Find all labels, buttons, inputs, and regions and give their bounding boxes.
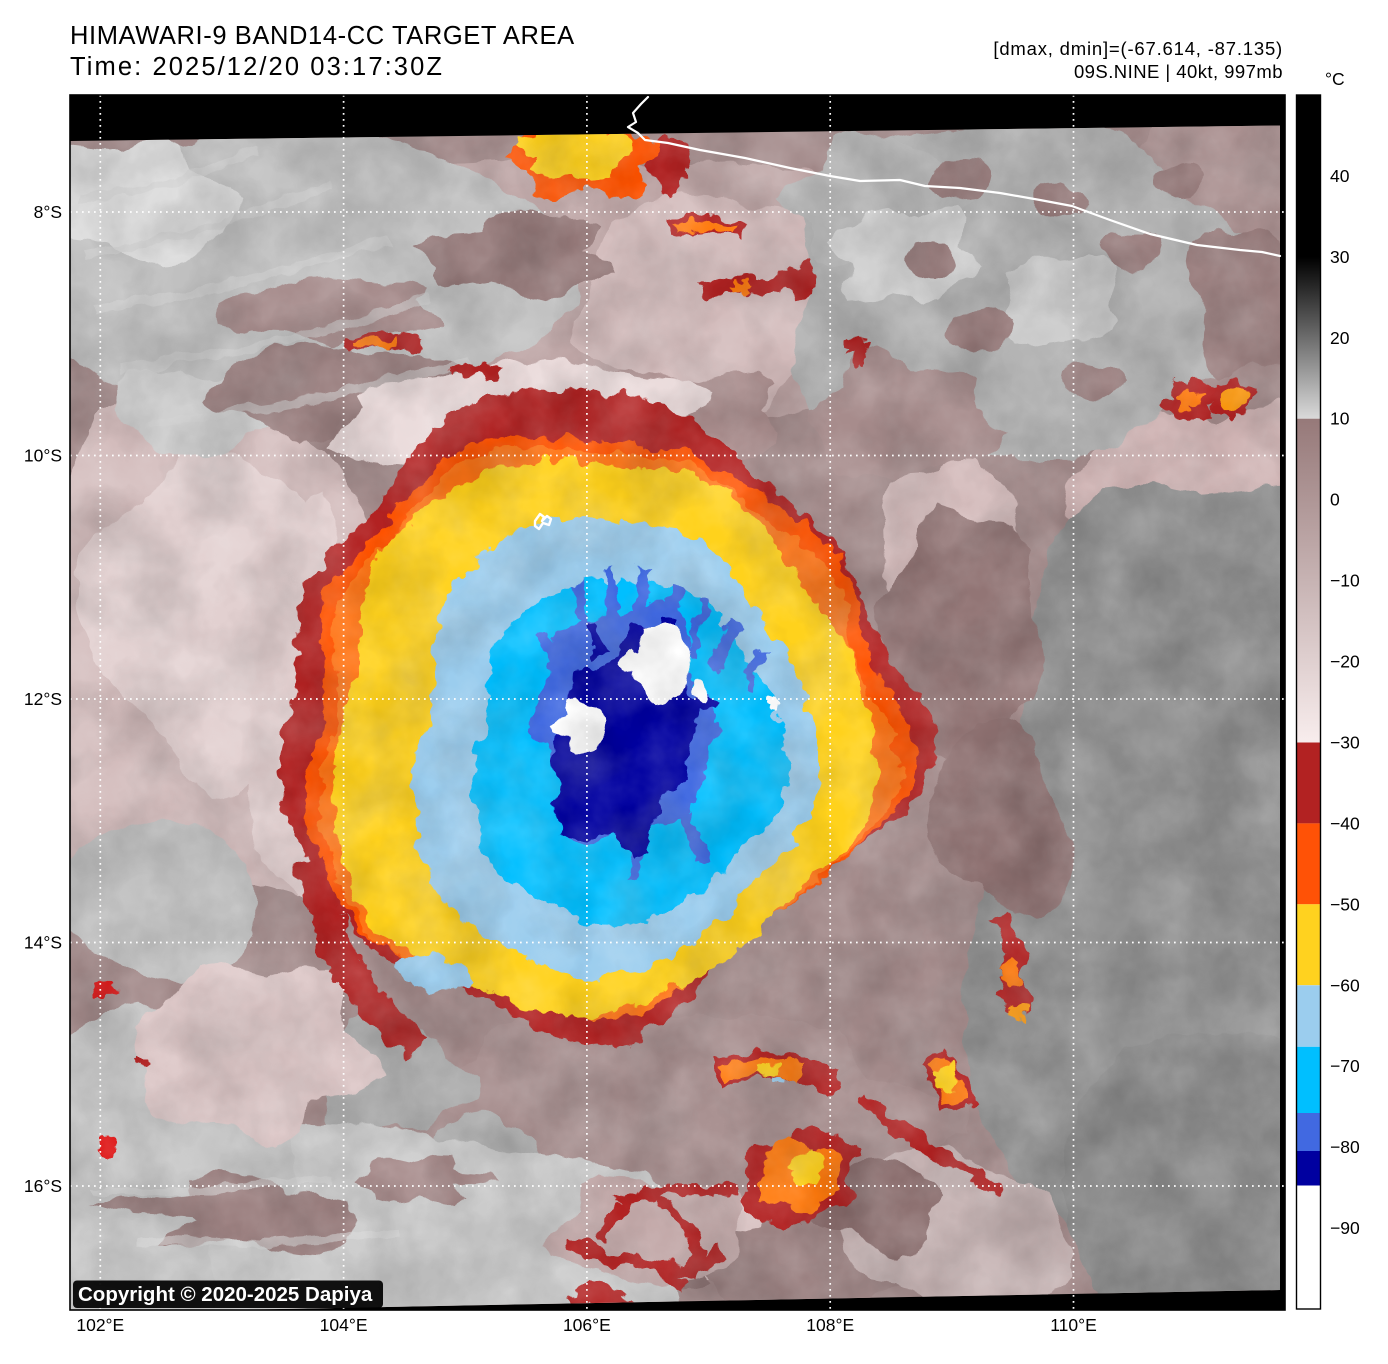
svg-text:−90: −90 (1330, 1218, 1360, 1238)
svg-text:−70: −70 (1330, 1056, 1360, 1076)
svg-text:10: 10 (1330, 409, 1350, 429)
svg-text:104°E: 104°E (320, 1315, 368, 1335)
svg-text:−50: −50 (1330, 894, 1360, 914)
svg-text:HIMAWARI-9 BAND14-CC TARGET AR: HIMAWARI-9 BAND14-CC TARGET AREA (70, 22, 575, 50)
svg-text:−20: −20 (1330, 652, 1360, 672)
svg-text:40: 40 (1330, 166, 1350, 186)
svg-text:106°E: 106°E (563, 1315, 611, 1335)
svg-text:20: 20 (1330, 328, 1350, 348)
svg-text:0: 0 (1330, 490, 1340, 510)
svg-text:102°E: 102°E (76, 1315, 124, 1335)
svg-text:−30: −30 (1330, 733, 1360, 753)
svg-text:[dmax, dmin]=(-67.614, -87.135: [dmax, dmin]=(-67.614, -87.135) (993, 38, 1283, 59)
svg-text:14°S: 14°S (24, 933, 62, 953)
svg-text:30: 30 (1330, 247, 1350, 267)
svg-text:10°S: 10°S (24, 446, 62, 466)
svg-text:110°E: 110°E (1050, 1315, 1097, 1335)
svg-text:Time: 2025/12/20 03:17:30Z: Time: 2025/12/20 03:17:30Z (70, 53, 444, 81)
svg-text:Copyright © 2020-2025 Dapiya: Copyright © 2020-2025 Dapiya (78, 1283, 373, 1306)
svg-text:16°S: 16°S (24, 1176, 62, 1196)
svg-text:−80: −80 (1330, 1137, 1360, 1157)
svg-text:09S.NINE | 40kt, 997mb: 09S.NINE | 40kt, 997mb (1074, 61, 1283, 82)
svg-text:108°E: 108°E (806, 1315, 854, 1335)
svg-text:−60: −60 (1330, 975, 1360, 995)
svg-text:−40: −40 (1330, 813, 1360, 833)
svg-text:8°S: 8°S (34, 202, 62, 222)
svg-text:°C: °C (1325, 69, 1345, 89)
svg-text:−10: −10 (1330, 571, 1360, 591)
svg-text:12°S: 12°S (24, 689, 62, 709)
